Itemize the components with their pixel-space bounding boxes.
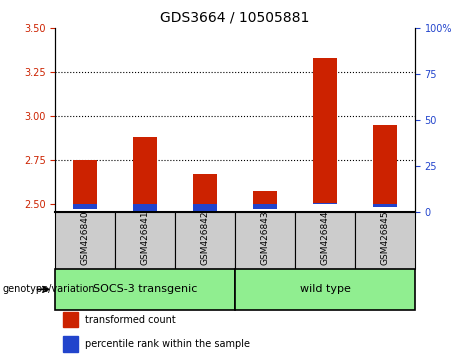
Bar: [63, 336, 77, 352]
Bar: [55, 212, 115, 269]
Bar: [295, 212, 355, 269]
Bar: [373, 204, 397, 207]
Bar: [355, 212, 415, 269]
Bar: [175, 212, 235, 269]
Text: GSM426840: GSM426840: [81, 211, 90, 265]
Bar: [235, 269, 415, 310]
Bar: [133, 204, 157, 211]
Text: wild type: wild type: [300, 284, 350, 295]
Bar: [235, 212, 295, 269]
Title: GDS3664 / 10505881: GDS3664 / 10505881: [160, 10, 310, 24]
Bar: [193, 204, 217, 211]
Text: genotype/variation: genotype/variation: [2, 284, 95, 295]
Text: SOCS-3 transgenic: SOCS-3 transgenic: [93, 284, 197, 295]
Bar: [313, 58, 337, 204]
Bar: [133, 137, 157, 204]
Bar: [63, 312, 77, 327]
Bar: [193, 174, 217, 204]
Text: GSM426845: GSM426845: [380, 211, 390, 265]
Text: percentile rank within the sample: percentile rank within the sample: [85, 339, 250, 349]
Text: transformed count: transformed count: [85, 315, 176, 325]
Bar: [55, 269, 235, 310]
Bar: [253, 192, 277, 204]
Bar: [253, 204, 277, 209]
Bar: [373, 125, 397, 204]
Text: GSM426843: GSM426843: [260, 211, 270, 265]
Bar: [73, 204, 97, 209]
Text: GSM426844: GSM426844: [320, 211, 330, 265]
Text: GSM426842: GSM426842: [201, 211, 210, 265]
Bar: [313, 203, 337, 204]
Bar: [115, 212, 175, 269]
Text: GSM426841: GSM426841: [141, 211, 150, 265]
Bar: [73, 160, 97, 204]
